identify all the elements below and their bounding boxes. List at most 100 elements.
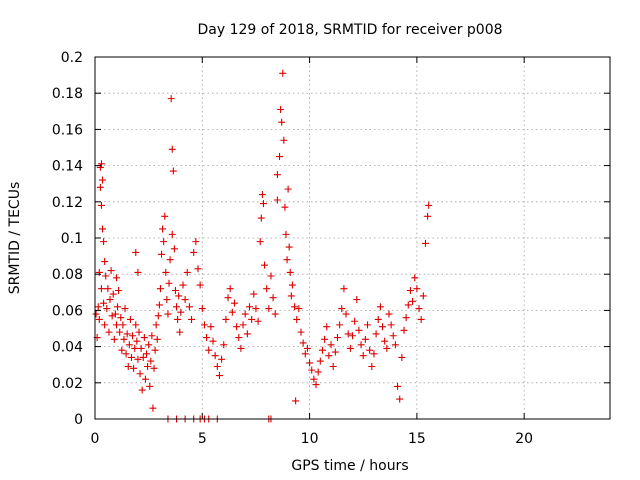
data-point: [194, 265, 202, 273]
grid: [95, 57, 610, 419]
data-point: [132, 248, 140, 256]
data-point: [144, 363, 152, 371]
data-point: [111, 310, 119, 318]
data-point: [359, 352, 367, 360]
data-point: [413, 285, 421, 293]
y-tick-label: 0.2: [61, 50, 83, 66]
data-point: [257, 214, 265, 222]
data-point: [292, 397, 300, 405]
data-point: [129, 332, 137, 340]
data-point: [237, 344, 245, 352]
data-point: [261, 261, 269, 269]
data-point: [301, 350, 309, 358]
data-point: [205, 346, 213, 354]
data-point: [181, 296, 189, 304]
data-point: [154, 312, 162, 320]
data-point: [124, 363, 132, 371]
y-tick-label: 0.02: [52, 376, 83, 392]
data-point: [376, 303, 384, 311]
data-point: [230, 299, 238, 307]
data-point: [271, 310, 279, 318]
data-point: [424, 212, 432, 220]
data-point: [293, 315, 301, 323]
data-point: [374, 315, 382, 323]
data-point: [115, 286, 123, 294]
data-point: [314, 368, 322, 376]
data-point: [346, 344, 354, 352]
data-point: [277, 105, 285, 113]
data-point: [368, 363, 376, 371]
data-point: [385, 310, 393, 318]
data-point: [198, 305, 206, 313]
data-point: [127, 353, 135, 361]
data-point: [163, 296, 171, 304]
data-point: [321, 335, 329, 343]
data-point: [117, 314, 125, 322]
data-point: [135, 328, 143, 336]
data-point: [109, 290, 117, 298]
data-point: [318, 346, 326, 354]
data-point: [383, 344, 391, 352]
data-point: [134, 268, 142, 276]
data-point: [168, 230, 176, 238]
data-point: [303, 344, 311, 352]
data-point: [259, 200, 267, 208]
data-point: [366, 346, 374, 354]
data-point: [121, 305, 129, 313]
y-tick-label: 0.16: [52, 122, 83, 138]
data-point: [108, 312, 116, 320]
data-point: [102, 272, 110, 280]
data-point: [177, 308, 185, 316]
data-point: [425, 201, 433, 209]
data-point: [151, 346, 159, 354]
data-point: [112, 274, 120, 282]
data-point: [353, 296, 361, 304]
data-point: [133, 337, 141, 345]
data-point: [148, 332, 156, 340]
data-point: [110, 335, 118, 343]
data-point: [188, 315, 196, 323]
data-point: [400, 326, 408, 334]
data-point: [391, 341, 399, 349]
data-point: [287, 292, 295, 300]
data-point: [211, 352, 219, 360]
data-point: [96, 163, 104, 171]
data-point: [220, 341, 228, 349]
data-point: [169, 167, 177, 175]
data-point: [96, 183, 104, 191]
data-point: [364, 321, 372, 329]
data-point: [250, 290, 258, 298]
data-point: [284, 185, 292, 193]
data-point: [95, 268, 103, 276]
y-tick-label: 0.12: [52, 195, 83, 211]
data-point: [99, 176, 107, 184]
data-point: [218, 355, 226, 363]
data-point: [419, 292, 427, 300]
y-tick-label: 0.14: [52, 159, 83, 175]
data-point: [175, 292, 183, 300]
data-point: [119, 321, 127, 329]
data-point: [215, 372, 223, 380]
data-point: [357, 341, 365, 349]
data-point: [116, 328, 124, 336]
y-tick-label: 0.06: [52, 303, 83, 319]
data-point: [136, 370, 144, 378]
data-point: [278, 118, 286, 126]
data-point: [140, 334, 148, 342]
data-point: [161, 212, 169, 220]
data-point: [273, 171, 281, 179]
data-point: [97, 285, 105, 293]
data-point: [325, 352, 333, 360]
data-point: [243, 330, 251, 338]
data-point: [147, 357, 155, 365]
data-point: [106, 296, 114, 304]
data-point: [411, 274, 419, 282]
x-tick-label: 20: [515, 431, 533, 447]
data-point: [288, 281, 296, 289]
data-point: [306, 359, 314, 367]
data-point: [331, 348, 339, 356]
data-point: [168, 145, 176, 153]
data-point: [158, 250, 166, 258]
data-point: [120, 335, 128, 343]
data-point: [222, 315, 230, 323]
